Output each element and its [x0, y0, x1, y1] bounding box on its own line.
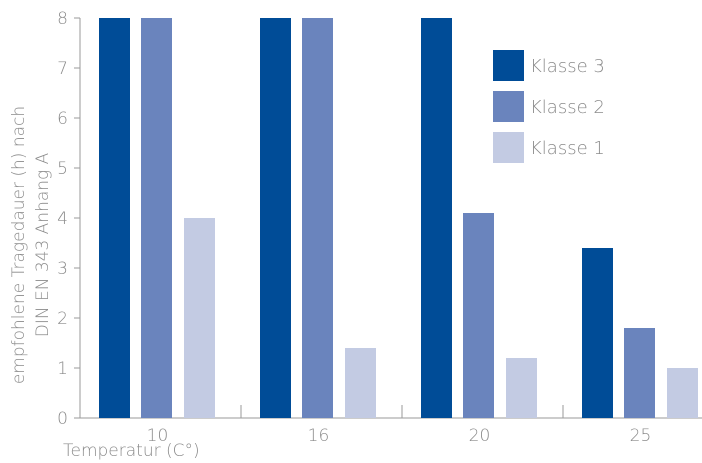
legend-label: Klasse 2	[530, 97, 605, 118]
bar-klasse-2-16	[302, 18, 333, 418]
legend-swatch	[493, 132, 524, 163]
y-tick-label: 3	[57, 259, 68, 279]
x-tick-label: 10	[147, 426, 169, 446]
legend: Klasse 3 Klasse 2 Klasse 1	[493, 50, 605, 163]
legend-label: Klasse 1	[530, 138, 605, 159]
bar-klasse-1-25	[667, 368, 698, 418]
bar-klasse-2-20	[463, 213, 494, 418]
y-axis-ticks: 0 1 2 3 4 5 6 7 8	[57, 9, 80, 429]
x-tick-label: 20	[469, 426, 491, 446]
bars	[99, 18, 698, 418]
x-axis-tick-marks	[240, 405, 564, 418]
y-tick-label: 1	[57, 359, 68, 379]
y-tick-label: 7	[57, 59, 68, 79]
legend-swatch	[493, 91, 524, 122]
x-tick-label: 16	[308, 426, 330, 446]
y-tick-label: 0	[57, 409, 68, 429]
bar-klasse-3-16	[260, 18, 291, 418]
y-axis-title-line-1: empfohlene Tragedauer (h) nach	[9, 106, 29, 384]
y-axis-title: empfohlene Tragedauer (h) nach DIN EN 34…	[9, 106, 53, 384]
bar-klasse-3-20	[421, 18, 452, 418]
bar-klasse-2-25	[624, 328, 655, 418]
y-tick-label: 4	[57, 209, 68, 229]
y-tick-label: 5	[57, 159, 68, 179]
legend-label: Klasse 3	[530, 56, 605, 77]
y-axis-title-line-2: DIN EN 343 Anhang A	[33, 152, 53, 337]
bar-klasse-3-25	[582, 248, 613, 418]
bar-klasse-1-20	[506, 358, 537, 418]
x-axis-tick-labels: 10 16 20 25	[147, 426, 652, 446]
bar-klasse-1-10	[184, 218, 215, 418]
y-tick-label: 6	[57, 109, 68, 129]
bar-klasse-2-10	[141, 18, 172, 418]
bar-klasse-1-16	[345, 348, 376, 418]
x-tick-label: 25	[630, 426, 652, 446]
bar-klasse-3-10	[99, 18, 130, 418]
legend-swatch	[493, 50, 524, 81]
y-tick-label: 8	[57, 9, 68, 29]
x-axis-title: Temperatur (C°)	[63, 441, 200, 461]
y-tick-label: 2	[57, 309, 68, 329]
